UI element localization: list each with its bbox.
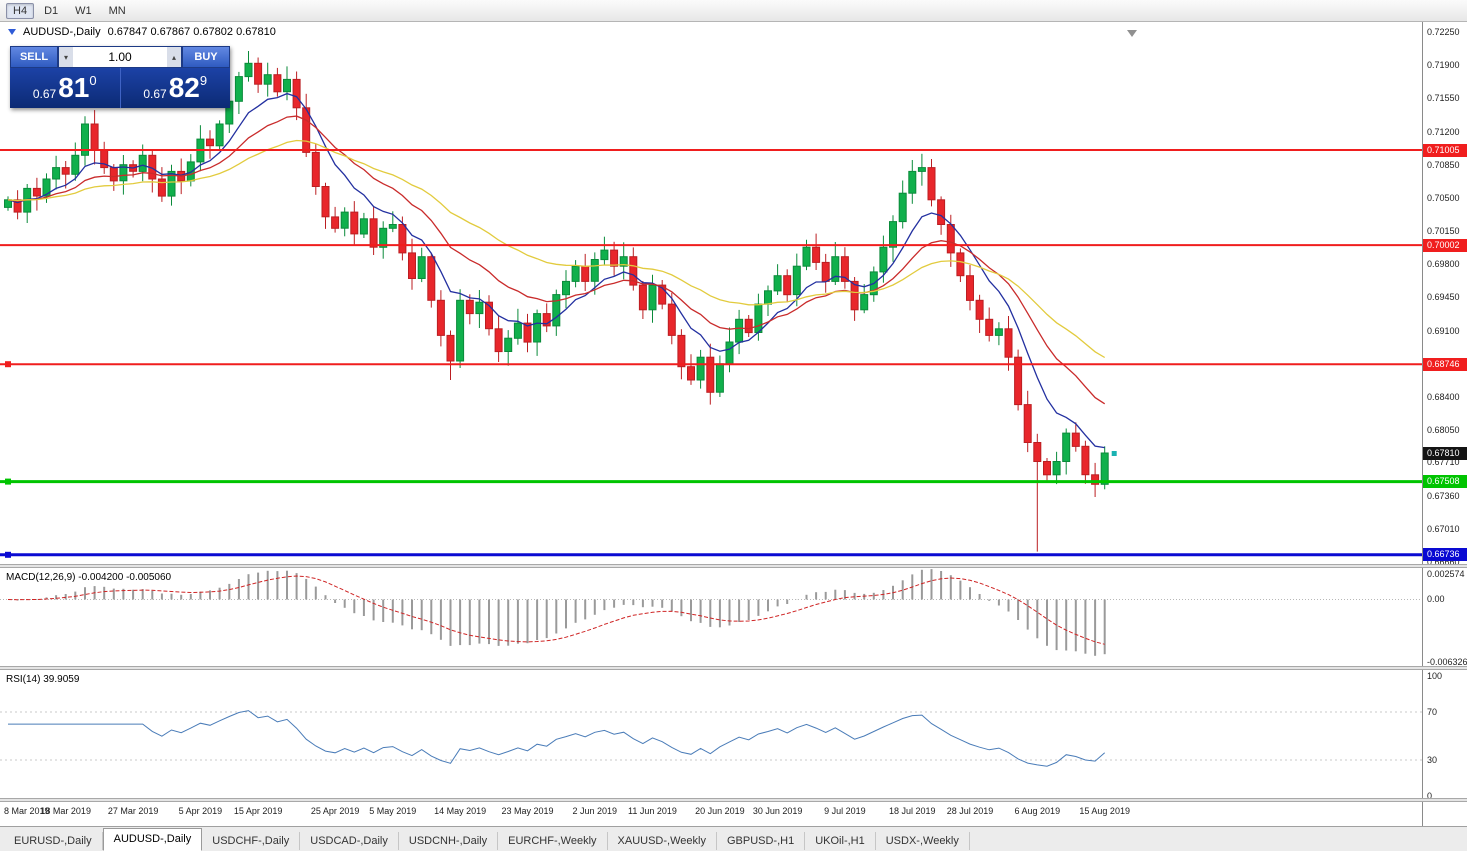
buy-button[interactable]: BUY (182, 46, 230, 68)
sell-price-base: 0.67 (32, 87, 57, 101)
rsi-axis-label: 30 (1427, 755, 1438, 765)
buy-price-big: 82 (168, 72, 200, 103)
price-axis-label: 0.70850 (1427, 159, 1460, 170)
macd-label: MACD(12,26,9) -0.004200 -0.005060 (6, 572, 172, 583)
date-axis-label: 11 Jun 2019 (628, 806, 677, 816)
trade-panel-prices: 0.67 81 0 0.67 82 9 (10, 68, 230, 108)
tf-button-d1[interactable]: D1 (44, 4, 59, 17)
price-axis-label: 0.69450 (1427, 292, 1460, 303)
date-axis-label: 18 Jul 2019 (889, 806, 936, 816)
chart-tab-audusd-daily[interactable]: AUDUSD-,Daily (102, 828, 203, 851)
timeframe-toolbar: H4 D1 W1 MN (0, 0, 1467, 22)
price-axis-label: 0.70150 (1427, 226, 1460, 237)
price-axis-label: 0.67710 (1427, 457, 1460, 468)
price-axis-label: 0.66660 (1427, 557, 1460, 567)
chart-symbol-title: AUDUSD-,Daily (23, 26, 101, 38)
macd-axis-label: 0.00 (1427, 594, 1445, 605)
volume-increase-button[interactable]: ▴ (167, 47, 181, 67)
price-axis[interactable]: 0.72250 0.71900 0.71550 0.71200 0.70850 0.705… (1422, 22, 1467, 826)
panel-separator[interactable] (0, 564, 1467, 568)
date-axis-label: 15 Aug 2019 (1079, 806, 1130, 816)
hline-price-badge: 0.67508 (1423, 475, 1467, 489)
tf-button-h4[interactable]: H4 (6, 2, 35, 19)
chart-tab-eurchf-weekly[interactable]: EURCHF-,Weekly (498, 832, 608, 850)
buy-price-display[interactable]: 0.67 82 9 (119, 68, 231, 108)
chart-tab-usdx-weekly[interactable]: USDX-,Weekly (876, 832, 970, 850)
date-axis[interactable]: 8 Mar 2019 18 Mar 2019 27 Mar 2019 5 Apr 20… (0, 802, 1422, 826)
chart-window: AUDUSD-,Daily 0.67847 0.67867 0.67802 0.… (0, 22, 1467, 826)
hline-price-badge: 0.70002 (1423, 238, 1467, 252)
buy-price-base: 0.67 (143, 87, 167, 101)
rsi-chart[interactable] (0, 670, 1422, 798)
price-axis-label: 0.72250 (1427, 27, 1460, 37)
price-axis-label: 0.71200 (1427, 126, 1460, 137)
chart-tab-usdcnh-daily[interactable]: USDCNH-,Daily (399, 832, 499, 850)
tf-button-mn[interactable]: MN (108, 4, 126, 17)
chart-collapse-icon[interactable] (8, 29, 16, 35)
date-axis-label: 8 Mar 2019 (4, 806, 50, 816)
price-chart[interactable] (0, 24, 1422, 564)
date-axis-label: 30 Jun 2019 (752, 806, 803, 816)
chart-tab-gbpusd-h1[interactable]: GBPUSD-,H1 (717, 832, 806, 850)
date-axis-label: 18 Mar 2019 (40, 806, 91, 816)
panel-separator[interactable] (0, 666, 1467, 670)
date-axis-label: 5 May 2019 (369, 806, 417, 816)
price-axis-label: 0.67010 (1427, 523, 1460, 534)
rsi-label: RSI(14) 39.9059 (6, 674, 80, 685)
date-axis-label: 15 Apr 2019 (233, 806, 283, 816)
volume-stepper: ▾ 1.00 ▴ (58, 46, 182, 68)
sell-price-big: 81 (58, 72, 90, 103)
date-axis-label: 2 Jun 2019 (572, 806, 618, 816)
date-axis-label: 28 Jul 2019 (946, 806, 994, 816)
panel-separator[interactable] (0, 798, 1467, 802)
volume-decrease-button[interactable]: ▾ (59, 47, 73, 67)
price-axis-label: 0.71900 (1427, 60, 1460, 71)
macd-axis-label: -0.006326 (1427, 657, 1467, 667)
date-axis-label: 5 Apr 2019 (178, 806, 223, 816)
sell-price-sup: 0 (89, 73, 97, 88)
price-axis-label: 0.70500 (1427, 192, 1460, 203)
chart-tab-bar: EURUSD-,Daily AUDUSD-,Daily USDCHF-,Daily U… (0, 826, 1467, 851)
price-axis-label: 0.67360 (1427, 490, 1460, 501)
rsi-axis-label: 0 (1427, 791, 1433, 801)
date-axis-label: 20 Jun 2019 (695, 806, 745, 816)
price-axis-label: 0.71550 (1427, 93, 1460, 104)
price-axis-label: 0.68050 (1427, 425, 1460, 436)
chart-title-bar: AUDUSD-,Daily 0.67847 0.67867 0.67802 0.… (8, 26, 276, 38)
tf-button-w1[interactable]: W1 (75, 4, 92, 17)
chart-tab-eurusd-daily[interactable]: EURUSD-,Daily (4, 832, 103, 850)
chart-ohlc-readout: 0.67847 0.67867 0.67802 0.67810 (107, 26, 276, 38)
date-axis-label: 25 Apr 2019 (310, 806, 360, 816)
date-axis-label: 27 Mar 2019 (107, 806, 159, 816)
date-axis-label: 6 Aug 2019 (1014, 806, 1061, 816)
buy-price-sup: 9 (199, 73, 208, 88)
price-axis-label: 0.68400 (1427, 392, 1460, 403)
rsi-axis-label: 70 (1427, 707, 1438, 717)
one-click-trade-panel: SELL ▾ 1.00 ▴ BUY 0.67 81 0 0.67 82 9 (10, 46, 230, 108)
date-axis-label: 23 May 2019 (501, 806, 554, 816)
rsi-axis-label: 100 (1427, 671, 1443, 681)
chart-tab-usdcad-daily[interactable]: USDCAD-,Daily (300, 832, 399, 850)
hline-price-badge: 0.66736 (1423, 548, 1467, 562)
current-price-badge: 0.67810 (1423, 446, 1467, 460)
date-axis-label: 9 Jul 2019 (824, 806, 866, 816)
trade-panel-controls: SELL ▾ 1.00 ▴ BUY (10, 46, 230, 68)
hline-price-badge: 0.68746 (1423, 357, 1467, 371)
volume-input[interactable]: 1.00 (108, 50, 132, 64)
chart-tab-usdchf-daily[interactable]: USDCHF-,Daily (202, 832, 301, 850)
date-axis-label: 14 May 2019 (434, 806, 487, 816)
chart-tab-xauusd-weekly[interactable]: XAUUSD-,Weekly (608, 832, 717, 850)
chart-tab-ukoil-h1[interactable]: UKOil-,H1 (805, 832, 876, 850)
macd-axis-label: 0.002574 (1427, 569, 1465, 579)
sell-price-display[interactable]: 0.67 81 0 (10, 68, 120, 108)
price-axis-label: 0.69800 (1427, 259, 1460, 270)
hline-price-badge: 0.71005 (1423, 143, 1467, 157)
macd-chart[interactable] (0, 568, 1422, 666)
price-axis-label: 0.69100 (1427, 325, 1460, 336)
sell-button[interactable]: SELL (10, 46, 58, 68)
